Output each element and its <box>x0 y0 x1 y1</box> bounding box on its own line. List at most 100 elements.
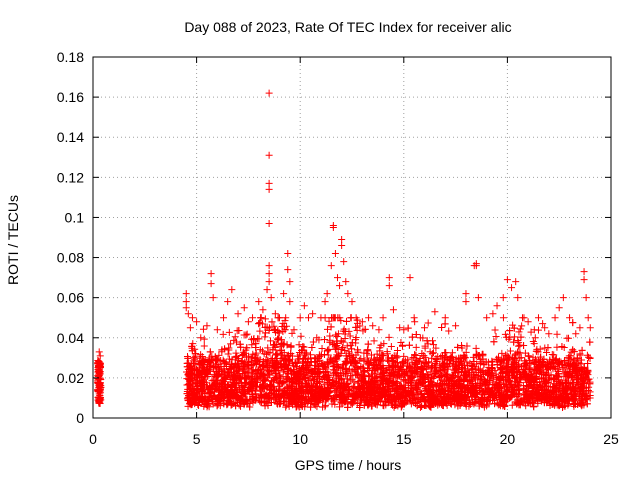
data-point <box>237 402 245 410</box>
data-point <box>293 359 301 367</box>
data-point <box>553 330 561 338</box>
data-point <box>332 386 340 394</box>
data-point <box>543 349 551 357</box>
data-point <box>282 403 290 411</box>
data-point <box>224 350 232 358</box>
data-point <box>352 323 360 331</box>
data-point <box>539 320 547 328</box>
data-point <box>337 317 345 325</box>
data-point <box>225 328 233 336</box>
data-point <box>363 354 371 362</box>
data-point <box>325 317 333 325</box>
data-point <box>200 342 208 350</box>
data-point <box>400 352 408 360</box>
data-point <box>257 314 265 322</box>
data-point <box>318 345 326 353</box>
data-point <box>209 376 217 384</box>
data-point <box>326 332 334 340</box>
data-point <box>252 349 260 357</box>
data-point <box>321 403 329 411</box>
data-point <box>525 352 533 360</box>
data-point <box>370 337 378 345</box>
data-point <box>261 333 269 341</box>
data-point <box>565 352 573 360</box>
data-point <box>432 344 440 352</box>
data-point <box>267 337 275 345</box>
data-point <box>249 350 257 358</box>
data-point <box>502 333 510 341</box>
data-point <box>585 353 593 361</box>
data-point <box>353 326 361 334</box>
data-point <box>261 315 269 323</box>
chart-title: Day 088 of 2023, Rate Of TEC Index for r… <box>184 19 511 35</box>
data-point <box>320 335 328 343</box>
data-point <box>300 343 308 351</box>
data-point <box>511 333 519 341</box>
data-point <box>509 321 517 329</box>
data-point <box>235 327 243 335</box>
data-point <box>498 349 506 357</box>
data-point <box>356 322 364 330</box>
data-point <box>569 319 577 327</box>
data-point <box>183 352 191 360</box>
data-point <box>276 342 284 350</box>
data-point <box>227 340 235 348</box>
data-point <box>264 344 272 352</box>
data-point <box>295 341 303 349</box>
data-point <box>297 332 305 340</box>
data-point <box>199 325 207 333</box>
data-point <box>421 342 429 350</box>
data-point <box>508 401 516 409</box>
data-point <box>563 334 571 342</box>
data-point <box>518 322 526 330</box>
data-point <box>282 314 290 322</box>
data-point <box>515 342 523 350</box>
data-point <box>383 348 391 356</box>
data-point <box>343 317 350 325</box>
data-point <box>343 342 351 350</box>
data-point <box>323 325 331 333</box>
data-point <box>424 319 432 327</box>
data-point <box>430 349 438 357</box>
data-point <box>287 342 295 350</box>
data-point <box>554 376 562 384</box>
data-point <box>583 400 591 408</box>
data-point <box>360 349 368 357</box>
data-point <box>325 345 333 353</box>
data-point <box>586 394 594 402</box>
data-point <box>499 314 507 322</box>
data-points <box>94 89 594 411</box>
data-point <box>364 340 372 348</box>
data-point <box>454 343 462 351</box>
data-point <box>324 346 332 354</box>
data-point <box>376 347 384 355</box>
data-point <box>472 344 480 352</box>
data-point <box>387 343 395 351</box>
data-point <box>445 327 453 335</box>
data-point <box>338 364 346 372</box>
data-point <box>256 327 264 335</box>
data-point <box>197 351 205 359</box>
data-point <box>243 330 251 338</box>
data-point <box>338 345 346 353</box>
data-point <box>385 333 393 341</box>
data-point <box>544 344 552 352</box>
data-point <box>308 344 316 352</box>
data-point <box>512 350 520 358</box>
data-point <box>231 333 239 341</box>
data-point <box>254 335 262 343</box>
data-point <box>255 374 263 382</box>
data-point <box>491 326 499 334</box>
data-point <box>219 330 227 338</box>
data-point <box>559 363 567 371</box>
data-point <box>421 354 429 362</box>
data-point <box>400 359 408 367</box>
data-point <box>553 343 561 351</box>
data-point <box>200 335 208 343</box>
data-point <box>206 348 214 356</box>
data-point <box>428 350 436 358</box>
data-point <box>288 329 296 337</box>
data-point <box>191 355 199 363</box>
data-point <box>393 347 401 355</box>
